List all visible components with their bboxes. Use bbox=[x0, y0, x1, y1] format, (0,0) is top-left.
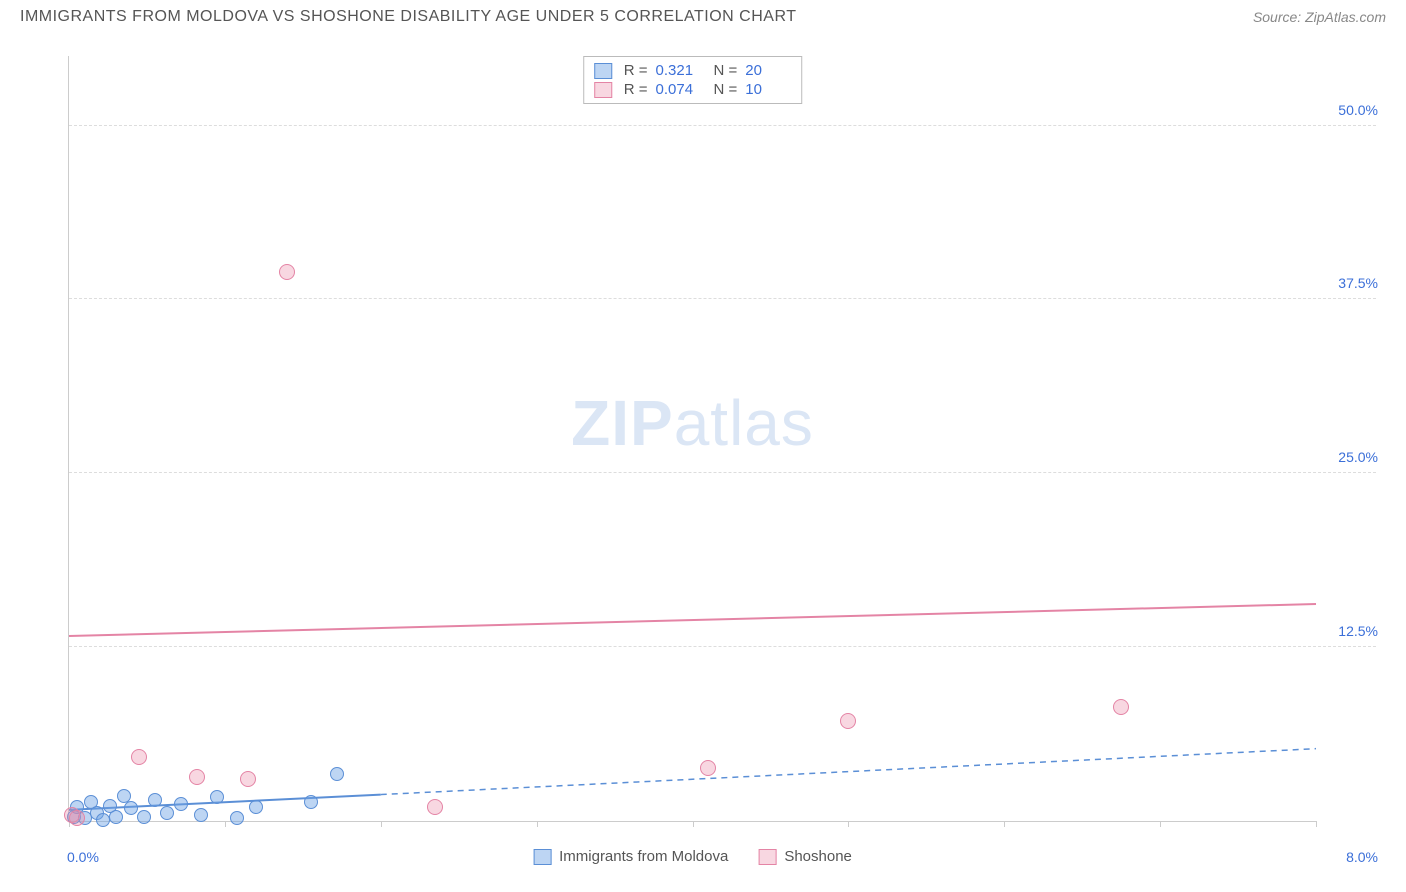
data-point-moldova bbox=[148, 793, 162, 807]
swatch-icon bbox=[533, 849, 551, 865]
gridline bbox=[69, 472, 1376, 473]
x-tick bbox=[225, 821, 226, 827]
x-tick bbox=[1160, 821, 1161, 827]
data-point-shoshone bbox=[240, 771, 256, 787]
data-point-shoshone bbox=[189, 769, 205, 785]
x-tick bbox=[537, 821, 538, 827]
data-point-shoshone bbox=[427, 799, 443, 815]
data-point-shoshone bbox=[279, 264, 295, 280]
correlation-stats-box: R = 0.321 N = 20 R = 0.074 N = 10 bbox=[583, 56, 803, 104]
data-point-moldova bbox=[304, 795, 318, 809]
x-axis-origin-label: 0.0% bbox=[67, 849, 99, 865]
data-point-shoshone bbox=[131, 749, 147, 765]
data-point-moldova bbox=[330, 767, 344, 781]
data-point-moldova bbox=[174, 797, 188, 811]
data-point-moldova bbox=[160, 806, 174, 820]
swatch-icon bbox=[758, 849, 776, 865]
data-point-moldova bbox=[210, 790, 224, 804]
data-point-moldova bbox=[124, 801, 138, 815]
swatch-icon bbox=[594, 63, 612, 79]
x-tick bbox=[693, 821, 694, 827]
n-label: N = bbox=[714, 62, 738, 79]
n-value: 20 bbox=[745, 62, 791, 79]
x-tick bbox=[848, 821, 849, 827]
x-axis-max-label: 8.0% bbox=[1346, 849, 1378, 865]
data-point-moldova bbox=[109, 810, 123, 824]
x-tick bbox=[381, 821, 382, 827]
chart-area: Disability Age Under 5 ZIPatlas R =0.321… bbox=[20, 36, 1386, 872]
watermark-atlas: atlas bbox=[674, 387, 814, 459]
stats-row-shoshone: R = 0.074 N = 10 bbox=[594, 80, 792, 99]
gridline bbox=[69, 125, 1376, 126]
data-point-moldova bbox=[194, 808, 208, 822]
data-point-moldova bbox=[249, 800, 263, 814]
chart-header: IMMIGRANTS FROM MOLDOVA VS SHOSHONE DISA… bbox=[0, 0, 1406, 30]
data-point-shoshone bbox=[700, 760, 716, 776]
x-tick bbox=[1004, 821, 1005, 827]
legend-item-shoshone: Shoshone bbox=[758, 848, 852, 865]
y-tick-label: 37.5% bbox=[1338, 275, 1378, 291]
source-prefix: Source: bbox=[1253, 9, 1305, 25]
series-legend: Immigrants from Moldova Shoshone bbox=[533, 848, 852, 865]
plot-region: ZIPatlas R =0.321N =20R =0.074N =10 0.0%… bbox=[68, 56, 1316, 822]
data-point-moldova bbox=[230, 811, 244, 825]
watermark-zip: ZIP bbox=[571, 387, 674, 459]
source-name: ZipAtlas.com bbox=[1305, 9, 1386, 25]
r-value: 0.074 bbox=[656, 81, 702, 98]
n-value: 10 bbox=[745, 81, 791, 98]
gridline bbox=[69, 646, 1376, 647]
data-point-moldova bbox=[137, 810, 151, 824]
r-value: 0.321 bbox=[656, 62, 702, 79]
chart-title: IMMIGRANTS FROM MOLDOVA VS SHOSHONE DISA… bbox=[20, 8, 797, 26]
data-point-shoshone bbox=[1113, 699, 1129, 715]
swatch-icon bbox=[594, 82, 612, 98]
legend-label: Shoshone bbox=[784, 848, 852, 865]
x-tick bbox=[1316, 821, 1317, 827]
legend-label: Immigrants from Moldova bbox=[559, 848, 728, 865]
stats-row-moldova: R = 0.321 N = 20 bbox=[594, 61, 792, 80]
data-point-shoshone bbox=[840, 713, 856, 729]
gridline bbox=[69, 298, 1376, 299]
r-label: R = bbox=[624, 62, 648, 79]
n-label: N = bbox=[714, 81, 738, 98]
watermark: ZIPatlas bbox=[571, 386, 814, 460]
data-point-shoshone bbox=[69, 810, 85, 826]
y-tick-label: 12.5% bbox=[1338, 623, 1378, 639]
source-credit: Source: ZipAtlas.com bbox=[1253, 9, 1386, 25]
y-tick-label: 25.0% bbox=[1338, 449, 1378, 465]
r-label: R = bbox=[624, 81, 648, 98]
legend-item-moldova: Immigrants from Moldova bbox=[533, 848, 728, 865]
y-tick-label: 50.0% bbox=[1338, 102, 1378, 118]
